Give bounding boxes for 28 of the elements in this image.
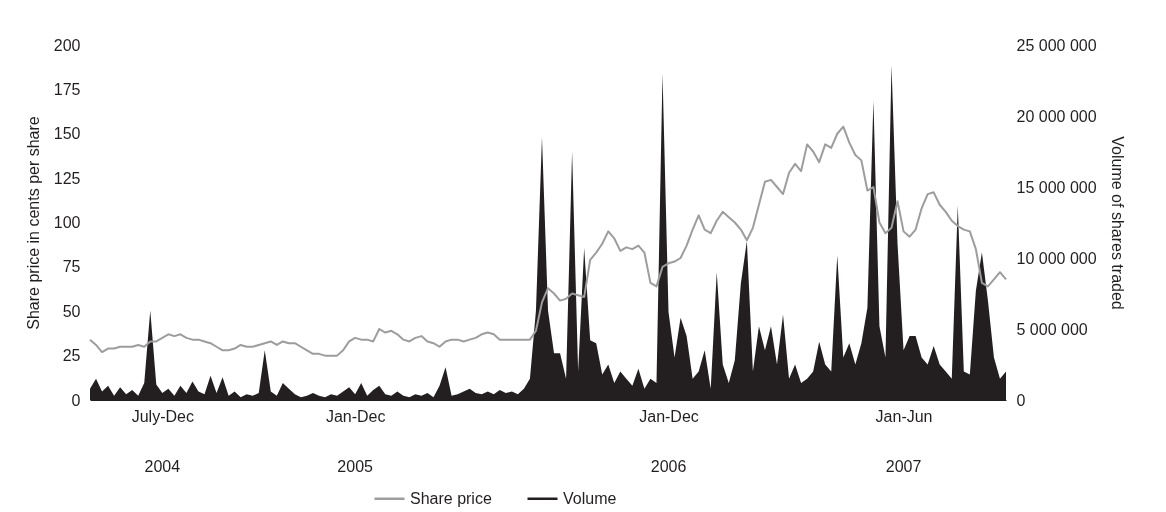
text: 2006	[650, 458, 687, 475]
x-tick-label: Jan-Jun	[875, 407, 933, 425]
y2-tick-label: 10 000 000	[1016, 249, 1097, 267]
y-tick-label: 25	[62, 347, 81, 365]
y-tick-label: 0	[71, 391, 81, 409]
y-tick-label: 125	[53, 169, 81, 187]
y2-tick-label: 0	[1016, 391, 1026, 409]
y-tick-label: 175	[53, 80, 81, 98]
x-tick-label: Jan-Dec	[639, 407, 699, 425]
y-tick-label: 150	[53, 125, 81, 143]
y-tick-label: 75	[62, 258, 81, 276]
y-tick-label: 200	[53, 36, 81, 54]
x-tick-label: Jan-Dec	[325, 407, 386, 425]
y-tick-label: 100	[53, 214, 81, 231]
y-tick-label: 50	[62, 302, 81, 320]
y2-axis-title: Volume of shares traded	[1108, 136, 1126, 310]
y2-tick-label: 15 000 000	[1016, 178, 1097, 196]
y-axis-title: Share price in cents per share	[24, 116, 42, 330]
legend-label: Share price	[410, 489, 492, 507]
text: 2007	[885, 458, 922, 475]
x-tick-label: July-Dec	[131, 407, 194, 425]
line-series	[89, 125, 1007, 357]
y2-tick-label: 5 000 000	[1016, 320, 1088, 338]
y2-tick-label: 20 000 000	[1016, 107, 1097, 125]
text: 2004	[144, 458, 181, 475]
y2-tick-label: 25 000 000	[1016, 36, 1097, 54]
text: 2005	[337, 458, 374, 475]
legend-label: Volume	[563, 489, 617, 507]
